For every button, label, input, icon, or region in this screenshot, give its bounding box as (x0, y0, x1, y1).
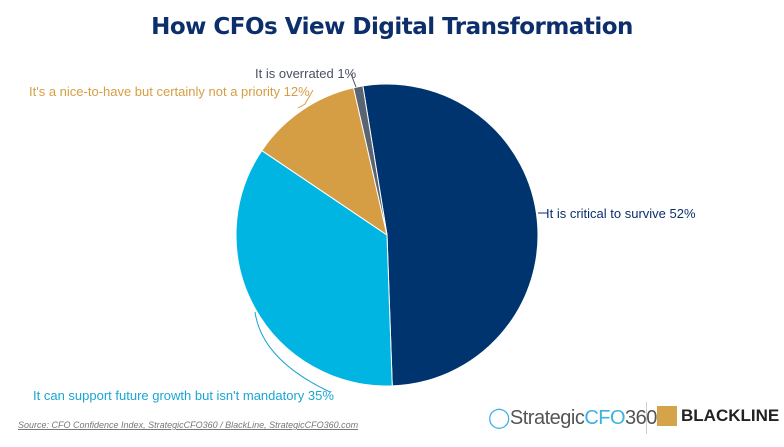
pie-slice-2 (261, 87, 388, 237)
pie-slice-1 (235, 149, 393, 387)
pie-slice-3 (352, 85, 388, 236)
blackline-logo: BLACKLINE (657, 406, 779, 426)
chart-title: How CFOs View Digital Transformation (151, 14, 633, 40)
leader-line-3 (350, 73, 357, 88)
blackline-mark-icon (657, 406, 677, 426)
label-critical: It is critical to survive 52% (546, 206, 696, 221)
pie-slice-0 (362, 83, 539, 387)
source-note: Source: CFO Confidence Index, StrategicC… (18, 420, 359, 430)
strategiccfo360-logo: ◯StrategicCFO360 (488, 407, 657, 429)
label-nice: It's a nice-to-have but certainly not a … (29, 84, 310, 99)
leader-line-1 (254, 311, 331, 393)
label-overrated: It is overrated 1% (255, 66, 357, 81)
label-support: It can support future growth but isn't m… (33, 388, 334, 403)
leader-line-2 (297, 89, 314, 109)
logo-divider (646, 402, 647, 434)
